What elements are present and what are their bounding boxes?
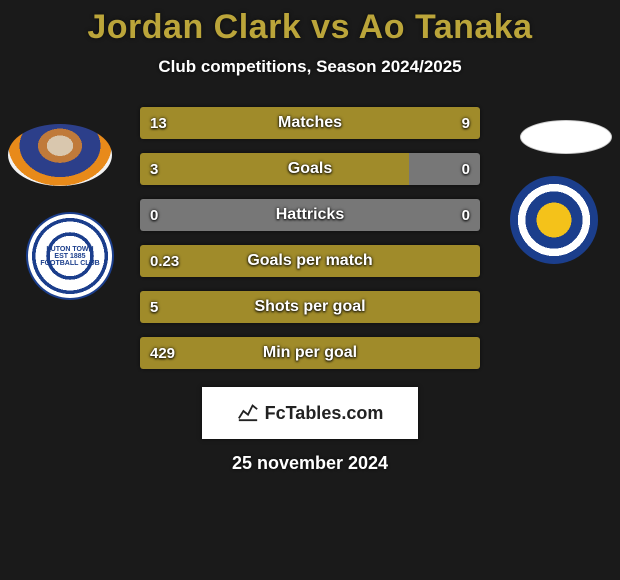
stat-row: Hattricks00 (140, 199, 480, 231)
stat-row: Goals30 (140, 153, 480, 185)
comparison-card: Jordan Clark vs Ao Tanaka Club competiti… (0, 0, 620, 580)
stat-bar-left (140, 291, 480, 323)
stat-value-left: 5 (140, 291, 168, 323)
stat-row: Goals per match0.23 (140, 245, 480, 277)
stat-value-left: 0.23 (140, 245, 189, 277)
player-right-photo (520, 120, 612, 154)
stat-value-right: 0 (452, 199, 480, 231)
subtitle: Club competitions, Season 2024/2025 (0, 57, 620, 77)
stat-value-left: 429 (140, 337, 185, 369)
branding-text: FcTables.com (265, 403, 384, 424)
branding-badge: FcTables.com (202, 387, 418, 439)
stat-bar-left (140, 245, 480, 277)
stat-value-left: 13 (140, 107, 177, 139)
stat-bar-left (140, 337, 480, 369)
chart-icon (237, 400, 259, 427)
stat-row: Matches139 (140, 107, 480, 139)
stat-row: Shots per goal5 (140, 291, 480, 323)
stat-value-right: 0 (452, 153, 480, 185)
player-left-photo (8, 124, 112, 186)
stat-value-left: 3 (140, 153, 168, 185)
club-crest-left: LUTON TOWNEST 1885FOOTBALL CLUB (26, 212, 114, 300)
stat-bar-left (140, 153, 409, 185)
stat-value-right (460, 245, 480, 277)
stat-value-right: 9 (452, 107, 480, 139)
date-label: 25 november 2024 (0, 453, 620, 474)
stat-value-right (460, 291, 480, 323)
stat-row: Min per goal429 (140, 337, 480, 369)
stat-value-left: 0 (140, 199, 168, 231)
page-title: Jordan Clark vs Ao Tanaka (0, 8, 620, 47)
club-crest-right (510, 176, 598, 264)
stats-list: Matches139Goals30Hattricks00Goals per ma… (140, 107, 480, 369)
stat-value-right (460, 337, 480, 369)
